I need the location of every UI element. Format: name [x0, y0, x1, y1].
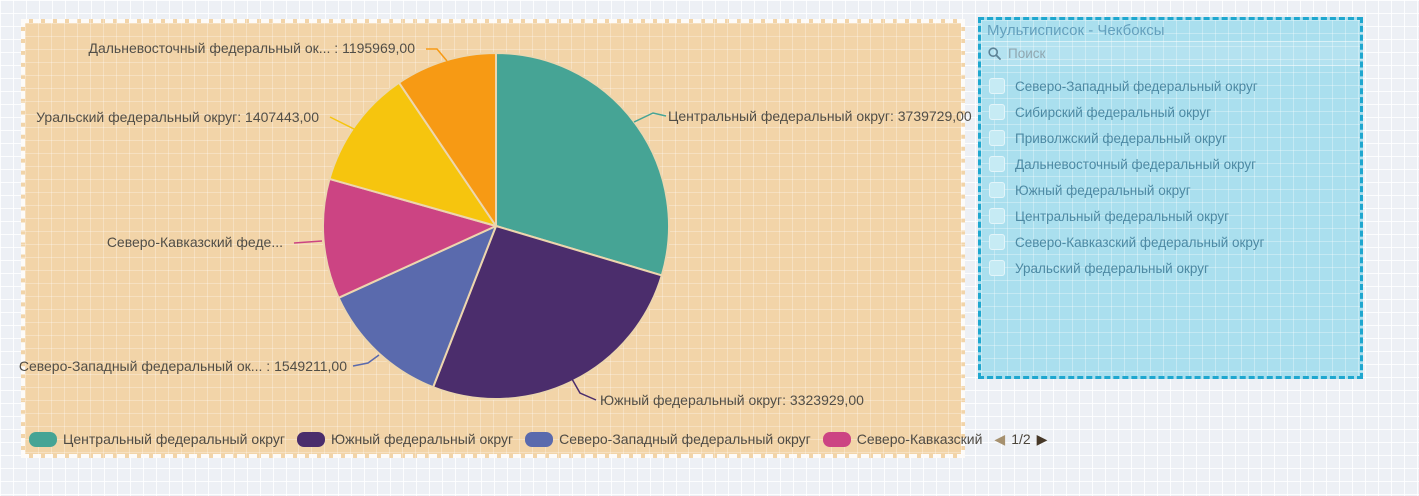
pie-slice-1[interactable] [432, 225, 663, 401]
legend-swatch [29, 431, 57, 447]
search-icon [988, 47, 1001, 60]
legend-swatch [525, 431, 554, 447]
legend-item-south[interactable]: Южный федеральный округ [296, 431, 514, 447]
pie-slice-5[interactable] [398, 51, 497, 227]
slice-callout-ural: Уральский федеральный округ: 1407443,00 [36, 109, 319, 125]
chart-legend: Центральный федеральный округ Южный феде… [29, 428, 1047, 450]
legend-item-central[interactable]: Центральный федеральный округ [29, 431, 285, 447]
checkbox-unchecked[interactable] [989, 104, 1005, 120]
pie-slice-0[interactable] [495, 52, 670, 277]
multilist-checkbox-widget[interactable]: Мультисписок - Чекбоксы Северо-Западный … [978, 17, 1363, 379]
pie-chart [293, 48, 670, 401]
pie-slice-4[interactable] [328, 81, 497, 227]
checkbox-unchecked[interactable] [989, 130, 1005, 146]
legend-label: Центральный федеральный округ [63, 431, 285, 447]
checkbox-unchecked[interactable] [989, 182, 1005, 198]
legend-swatch [296, 431, 325, 447]
callout-leader-line [293, 240, 323, 244]
list-item[interactable]: Центральный федеральный округ [981, 203, 1360, 229]
legend-swatch [822, 431, 851, 447]
legend-item-northwest[interactable]: Северо-Западный федеральный округ [525, 431, 811, 447]
pie-slice-3[interactable] [322, 177, 497, 299]
checkbox-unchecked[interactable] [989, 260, 1005, 276]
list-item[interactable]: Дальневосточный федеральный округ [981, 151, 1360, 177]
slice-callout-central: Центральный федеральный округ: 3739729,0… [668, 108, 972, 124]
legend-page-indicator: 1/2 [1011, 431, 1031, 447]
list-item[interactable]: Уральский федеральный округ [981, 255, 1360, 281]
slice-callout-south: Южный федеральный округ: 3323929,00 [600, 392, 864, 408]
legend-label: Южный федеральный округ [330, 431, 514, 447]
callout-leader-line [426, 48, 448, 62]
list-item[interactable]: Южный федеральный округ [981, 177, 1360, 203]
pie-chart-widget[interactable]: Дальневосточный федеральный ок... : 1195… [18, 19, 1047, 458]
widget-title: Мультисписок - Чекбоксы [981, 20, 1360, 42]
legend-item-caucasus[interactable]: Северо-Кавказский [822, 431, 983, 447]
checkbox-unchecked[interactable] [989, 208, 1005, 224]
list-item[interactable]: Приволжский федеральный округ [981, 125, 1360, 151]
legend-label: Северо-Западный федеральный округ [559, 431, 811, 447]
checkbox-list: Северо-Западный федеральный округ Сибирс… [981, 66, 1360, 281]
slice-callout-caucasus: Северо-Кавказский феде... [106, 234, 283, 250]
callout-leader-line [571, 378, 597, 401]
callout-leader-line [633, 112, 667, 123]
legend-prev-page-icon[interactable]: ◀ [994, 431, 1006, 447]
legend-pagination: ◀ 1/2 ▶ [994, 431, 1047, 447]
pie-slice-2[interactable] [337, 225, 497, 389]
legend-label: Северо-Кавказский [856, 431, 983, 447]
checkbox-unchecked[interactable] [989, 156, 1005, 172]
list-item[interactable]: Северо-Западный федеральный округ [981, 73, 1360, 99]
checkbox-unchecked[interactable] [989, 78, 1005, 94]
search-input[interactable] [1008, 46, 1353, 61]
slice-callout-fareast: Дальневосточный федеральный ок... : 1195… [88, 40, 415, 56]
slice-callout-northwest: Северо-Западный федеральный ок... : 1549… [18, 358, 347, 374]
list-item[interactable]: Сибирский федеральный округ [981, 99, 1360, 125]
legend-next-page-icon[interactable]: ▶ [1036, 431, 1048, 447]
list-item[interactable]: Северо-Кавказский федеральный округ [981, 229, 1360, 255]
checkbox-unchecked[interactable] [989, 234, 1005, 250]
search-bar[interactable] [981, 42, 1360, 66]
callout-leader-line [352, 354, 380, 367]
callout-leader-line [329, 116, 357, 131]
